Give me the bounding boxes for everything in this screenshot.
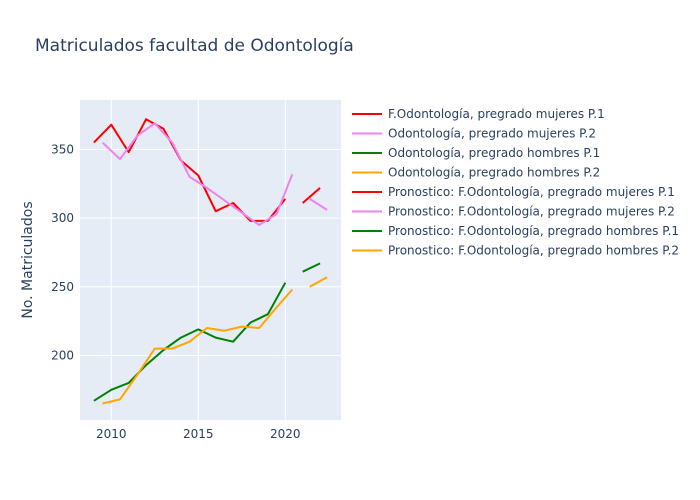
plot-area bbox=[80, 100, 341, 420]
legend-item-7[interactable]: Pronostico: F.Odontología, pregrado homb… bbox=[352, 224, 679, 238]
series-line-5 bbox=[302, 187, 321, 204]
legend[interactable]: F.Odontología, pregrado mujeres P.1 Odont… bbox=[352, 107, 679, 258]
chart-title: Matriculados facultad de Odontología bbox=[35, 36, 354, 56]
series-line-4 bbox=[102, 288, 294, 405]
y-tick-label: 250 bbox=[51, 280, 74, 294]
x-tick-label: 2020 bbox=[270, 427, 301, 441]
x-tick-label: 2015 bbox=[183, 427, 214, 441]
legend-item-2[interactable]: Odontología, pregrado mujeres P.2 bbox=[352, 127, 596, 141]
axis-ticks: 2010 2015 2020 200 250 300 350 bbox=[51, 142, 300, 441]
x-tick-label: 2010 bbox=[96, 427, 127, 441]
legend-item-1[interactable]: F.Odontología, pregrado mujeres P.1 bbox=[352, 107, 605, 121]
legend-item-3[interactable]: Odontología, pregrado hombres P.1 bbox=[352, 146, 600, 160]
legend-item-4[interactable]: Odontología, pregrado hombres P.2 bbox=[352, 166, 600, 180]
series-line-7 bbox=[302, 262, 321, 273]
legend-item-8[interactable]: Pronostico: F.Odontología, pregrado homb… bbox=[352, 244, 679, 258]
legend-label: F.Odontología, pregrado mujeres P.1 bbox=[388, 107, 605, 121]
legend-item-6[interactable]: Pronostico: F.Odontología, pregrado muje… bbox=[352, 205, 675, 219]
y-axis-title: No. Matriculados bbox=[20, 201, 36, 318]
legend-label: Odontología, pregrado hombres P.1 bbox=[388, 146, 600, 160]
legend-label: Odontología, pregrado hombres P.2 bbox=[388, 166, 600, 180]
legend-label: Pronostico: F.Odontología, pregrado homb… bbox=[388, 224, 679, 238]
legend-item-5[interactable]: Pronostico: F.Odontología, pregrado muje… bbox=[352, 185, 675, 199]
series-line-3 bbox=[93, 282, 287, 402]
legend-label: Pronostico: F.Odontología, pregrado muje… bbox=[388, 205, 675, 219]
series-line-6 bbox=[309, 198, 328, 211]
legend-label: Pronostico: F.Odontología, pregrado homb… bbox=[388, 244, 679, 258]
y-tick-label: 350 bbox=[51, 142, 74, 156]
y-tick-label: 300 bbox=[51, 211, 74, 225]
legend-label: Pronostico: F.Odontología, pregrado muje… bbox=[388, 185, 675, 199]
legend-label: Odontología, pregrado mujeres P.2 bbox=[388, 127, 596, 141]
y-tick-label: 200 bbox=[51, 348, 74, 362]
series-line-2 bbox=[101, 122, 294, 226]
series-lines bbox=[93, 118, 328, 405]
series-line-8 bbox=[309, 276, 328, 288]
grid bbox=[80, 100, 341, 420]
